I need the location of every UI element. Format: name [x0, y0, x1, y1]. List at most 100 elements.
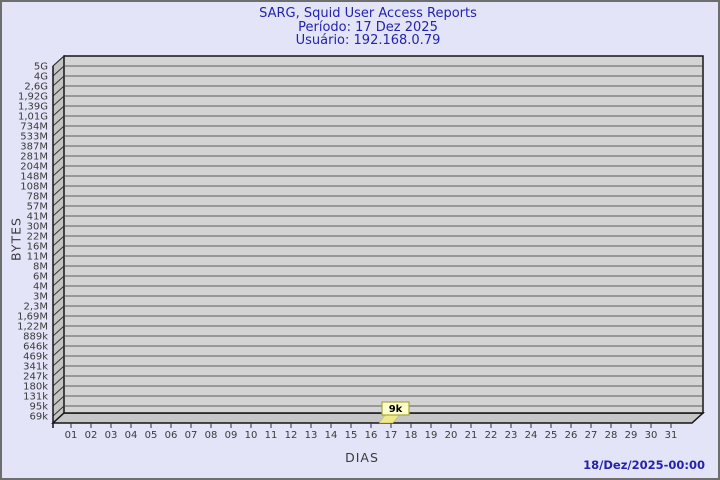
y-tick-label: 11M	[27, 252, 48, 263]
y-tick-mark	[52, 85, 65, 97]
x-tick-label: 03	[105, 430, 118, 441]
y-tick-label: 387M	[20, 142, 48, 153]
y-tick-label: 131k	[23, 392, 48, 403]
y-tick-label: 1,92G	[18, 92, 48, 103]
x-tick-label: 14	[325, 430, 338, 441]
y-tick-mark	[52, 215, 65, 227]
y-tick-mark	[52, 305, 65, 317]
y-tick-mark	[52, 115, 65, 127]
y-tick-mark	[52, 335, 65, 347]
y-tick-label: 22M	[27, 232, 48, 243]
chart-back-wall	[63, 55, 704, 414]
y-tick-label: 341k	[23, 362, 48, 373]
x-tick-label: 30	[645, 430, 658, 441]
y-tick-mark	[52, 145, 65, 157]
x-tick-label: 24	[525, 430, 538, 441]
y-tick-mark	[52, 105, 65, 117]
bar-value-annotation-box	[381, 401, 410, 416]
y-tick-mark	[52, 295, 65, 307]
y-tick-mark	[52, 195, 65, 207]
y-tick-label: 57M	[27, 202, 48, 213]
y-tick-mark	[52, 205, 65, 217]
x-tick-label: 20	[445, 430, 458, 441]
x-tick-label: 23	[505, 430, 518, 441]
y-tick-label: 204M	[20, 162, 48, 173]
y-tick-mark	[52, 285, 65, 297]
y-tick-mark	[52, 155, 65, 167]
y-tick-label: 69k	[29, 412, 48, 423]
chart-floor	[51, 412, 705, 424]
x-tick-label: 07	[185, 430, 198, 441]
y-tick-mark	[52, 375, 65, 387]
x-tick-label: 01	[65, 430, 78, 441]
chart-title: SARG, Squid User Access Reports	[259, 6, 477, 21]
x-tick-label: 17	[385, 430, 398, 441]
y-tick-label: 646k	[23, 342, 48, 353]
x-tick-label: 13	[305, 430, 318, 441]
x-tick-label: 10	[245, 430, 258, 441]
x-tick-label: 25	[545, 430, 558, 441]
y-tick-mark	[52, 385, 65, 397]
x-tick-label: 15	[345, 430, 358, 441]
y-tick-mark	[52, 255, 65, 267]
x-tick-label: 19	[425, 430, 438, 441]
y-tick-mark	[52, 275, 65, 287]
y-tick-mark	[52, 355, 65, 367]
x-tick-label: 27	[585, 430, 598, 441]
generated-timestamp: 18/Dez/2025-00:00	[583, 458, 705, 472]
x-tick-label: 22	[485, 430, 498, 441]
x-tick-label: 28	[605, 430, 618, 441]
y-tick-label: 1,69M	[17, 312, 48, 323]
y-tick-label: 78M	[27, 192, 48, 203]
y-tick-mark	[52, 405, 65, 417]
chart-header: SARG, Squid User Access Reports Período:…	[14, 6, 718, 48]
x-tick-label: 05	[145, 430, 158, 441]
y-tick-label: 6M	[33, 272, 48, 283]
y-tick-mark	[52, 135, 65, 147]
x-tick-label: 12	[285, 430, 298, 441]
x-tick-label: 18	[405, 430, 418, 441]
x-tick-label: 02	[85, 430, 98, 441]
y-tick-mark	[52, 325, 65, 337]
y-tick-label: 533M	[20, 132, 48, 143]
y-tick-mark	[52, 395, 65, 407]
y-tick-label: 247k	[23, 372, 48, 383]
y-tick-mark	[52, 125, 65, 137]
y-tick-mark	[52, 345, 65, 357]
y-tick-label: 16M	[27, 242, 48, 253]
x-tick-label: 06	[165, 430, 178, 441]
bar-value-label: 9k	[389, 404, 403, 415]
y-tick-label: 281M	[20, 152, 48, 163]
y-tick-mark	[52, 185, 65, 197]
y-tick-label: 2,3M	[23, 302, 48, 313]
y-tick-label: 469k	[23, 352, 48, 363]
x-tick-label: 21	[465, 430, 478, 441]
y-tick-label: 8M	[33, 262, 48, 273]
y-tick-mark	[52, 165, 65, 177]
y-tick-mark	[52, 245, 65, 257]
y-tick-mark	[52, 55, 65, 67]
x-tick-label: 08	[205, 430, 218, 441]
y-tick-label: 95k	[29, 402, 48, 413]
y-tick-label: 4G	[34, 72, 48, 83]
chart-user-subtitle: Usuário: 192.168.0.79	[295, 33, 441, 48]
x-axis-title: DIAS	[345, 450, 379, 465]
x-tick-label: 26	[565, 430, 578, 441]
y-tick-label: 41M	[27, 212, 48, 223]
x-tick-label: 11	[265, 430, 278, 441]
y-tick-label: 180k	[23, 382, 48, 393]
y-axis-title: BYTES	[8, 217, 24, 261]
y-tick-mark	[52, 75, 65, 87]
y-tick-label: 148M	[20, 172, 48, 183]
y-tick-label: 5G	[34, 62, 48, 73]
y-tick-label: 1,22M	[17, 322, 48, 333]
y-tick-label: 1,39G	[18, 102, 48, 113]
y-tick-mark	[52, 65, 65, 77]
x-tick-label: 16	[365, 430, 378, 441]
x-tick-label: 29	[625, 430, 638, 441]
y-tick-mark	[52, 365, 65, 377]
y-tick-mark	[52, 315, 65, 327]
y-tick-label: 4M	[33, 282, 48, 293]
